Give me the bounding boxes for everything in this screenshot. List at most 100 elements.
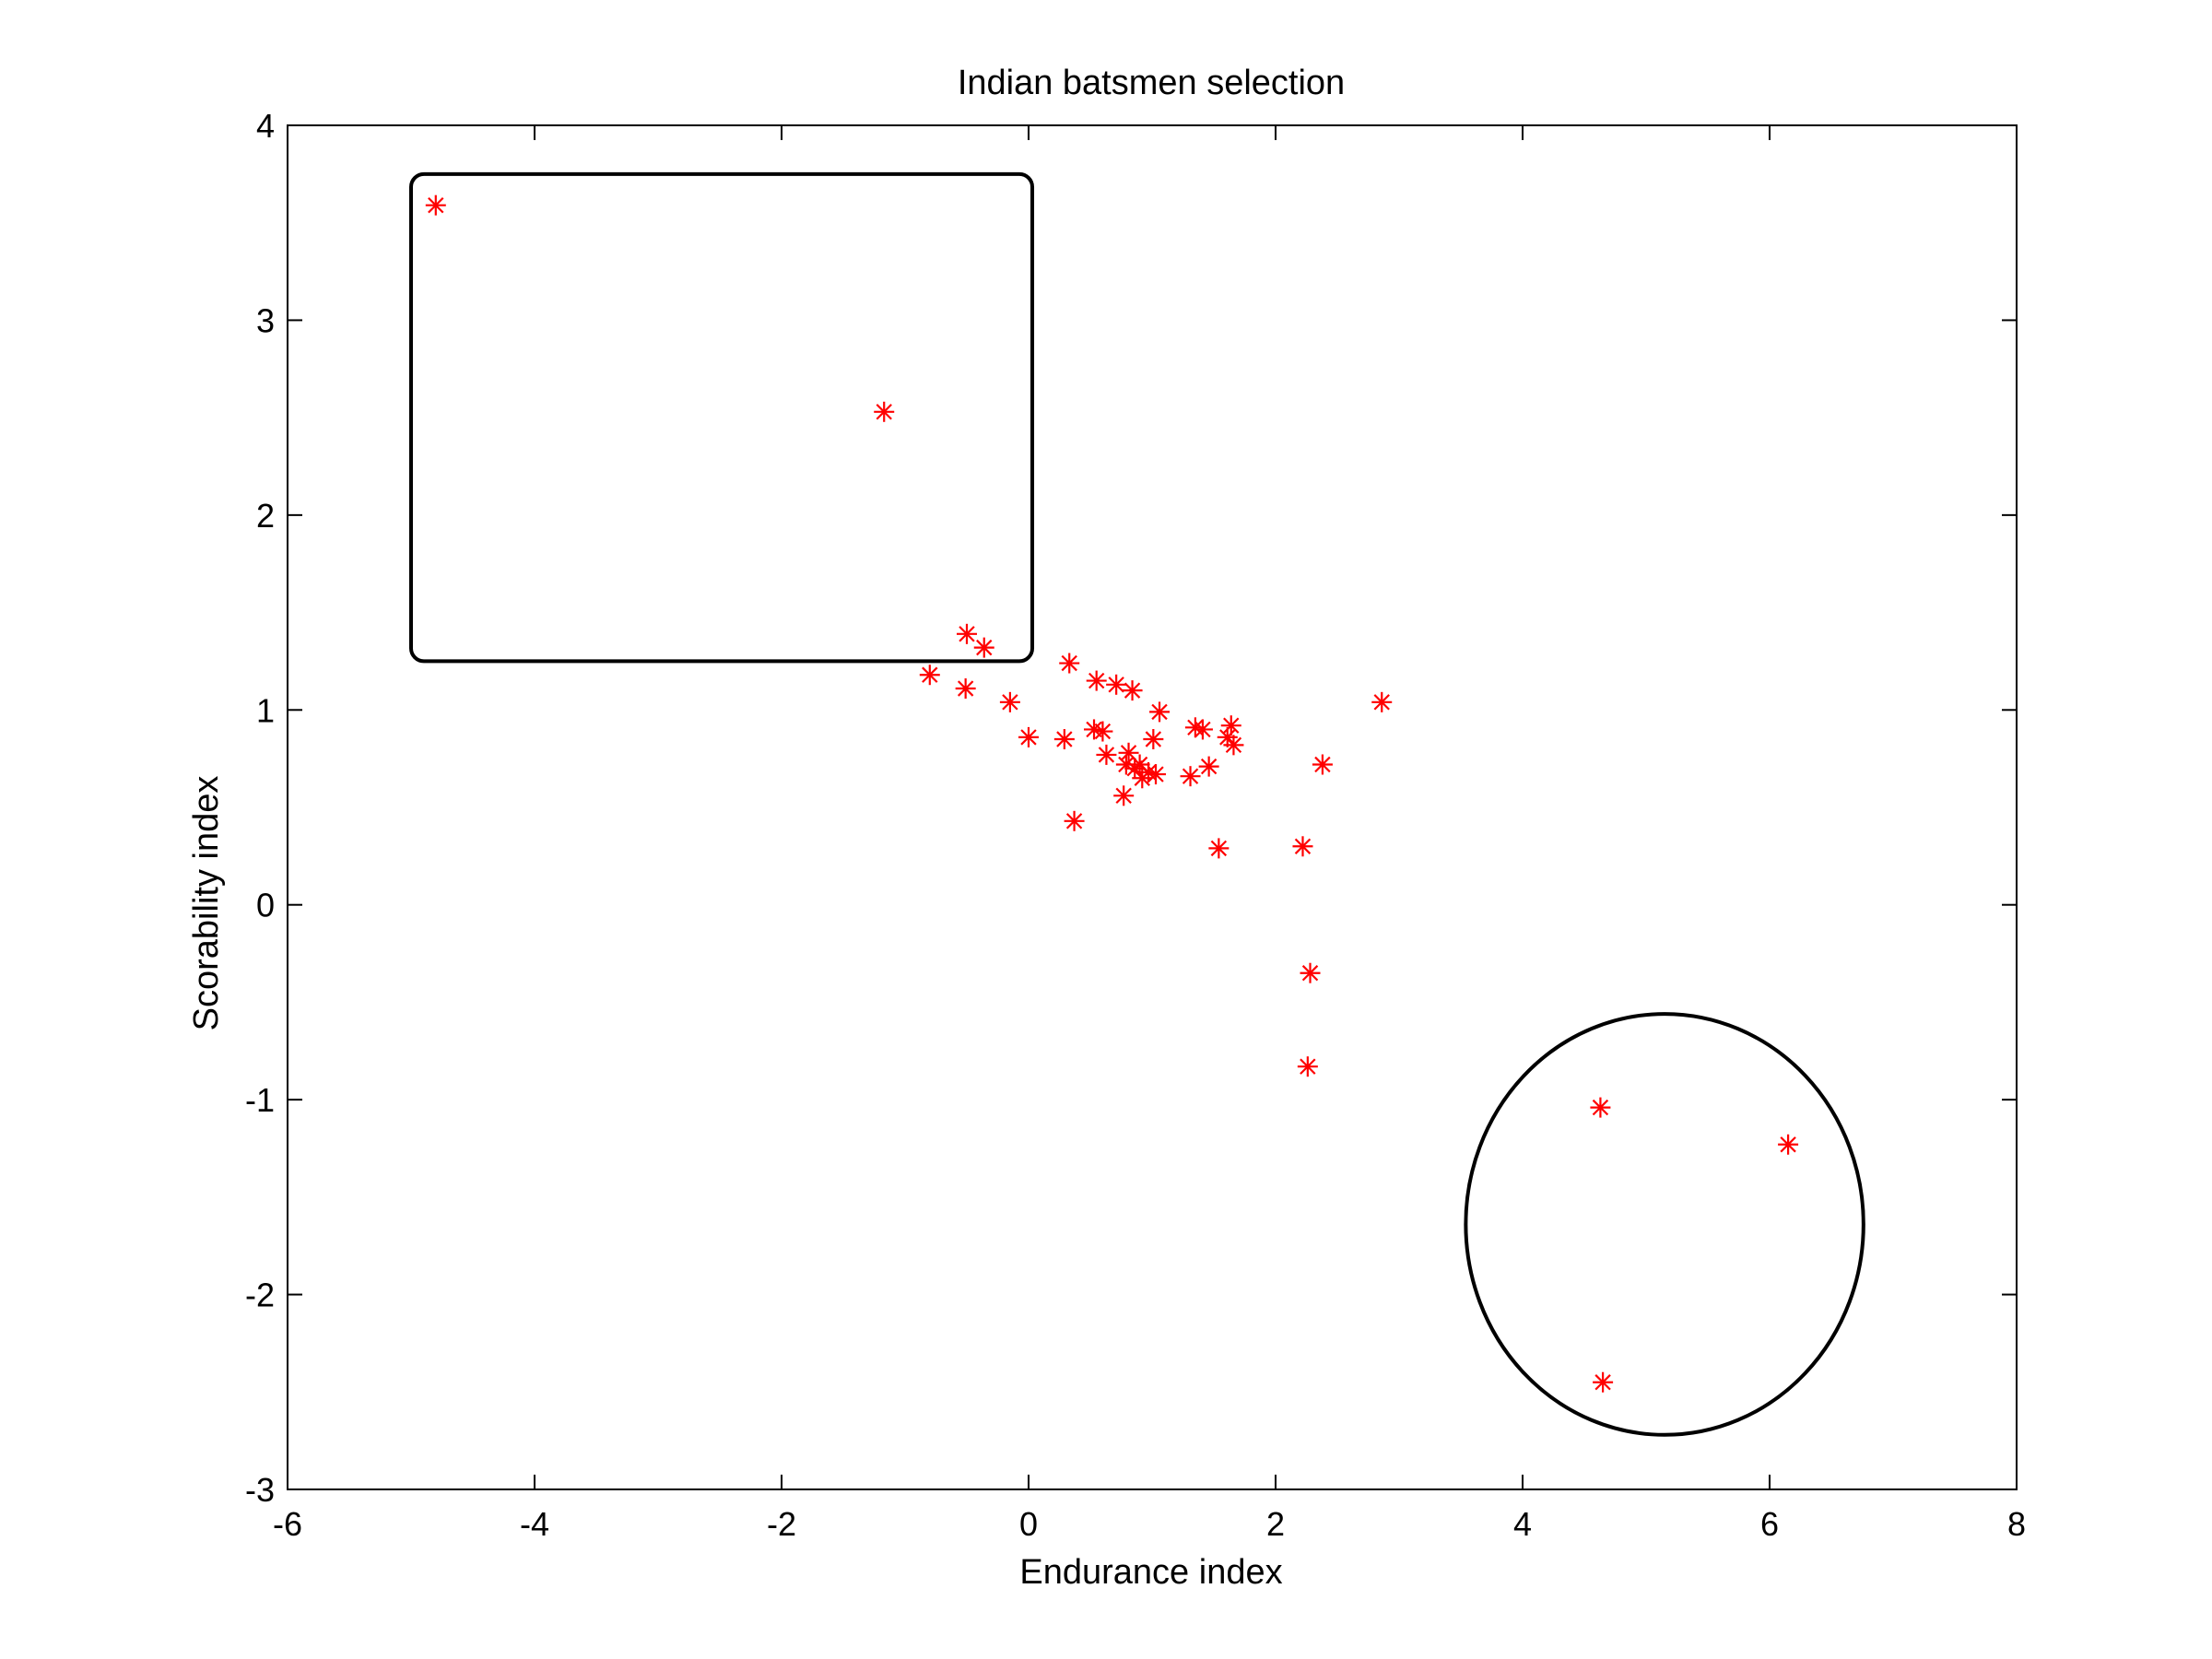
asterisk-stroke (1373, 694, 1390, 711)
asterisk-stroke (1086, 721, 1102, 738)
data-point (1096, 744, 1117, 765)
asterisk-stroke (1219, 729, 1236, 746)
y-tick-label: -3 (245, 1471, 275, 1509)
data-point (1220, 715, 1241, 736)
data-point (1297, 1056, 1318, 1077)
asterisk-stroke (1131, 756, 1148, 773)
data-point (955, 678, 976, 700)
asterisk-stroke (1124, 682, 1141, 699)
x-tick-label: 8 (2007, 1505, 2026, 1543)
x-tick-label: -2 (767, 1505, 796, 1543)
y-tick-label: 1 (256, 691, 275, 729)
data-point (1064, 810, 1085, 831)
asterisk-stroke (1020, 729, 1037, 746)
asterisk-stroke (1056, 731, 1073, 747)
asterisk-stroke (1314, 756, 1331, 773)
data-point (1778, 1134, 1799, 1155)
data-point (1143, 729, 1164, 749)
highlight-rectangle (409, 171, 1035, 664)
data-point (1593, 1371, 1614, 1393)
highlight-circle (1464, 1012, 1865, 1437)
asterisk-stroke (922, 666, 938, 683)
data-point (1208, 838, 1230, 859)
data-point (1118, 742, 1139, 763)
data-point (1113, 785, 1135, 806)
data-point (1149, 701, 1171, 723)
data-point (1086, 670, 1107, 691)
asterisk-stroke (1145, 731, 1162, 747)
data-point (1106, 674, 1127, 695)
asterisk-stroke (1300, 1058, 1316, 1075)
data-point (999, 691, 1020, 712)
asterisk-stroke (1115, 787, 1132, 805)
data-point (425, 194, 446, 216)
asterisk-stroke (1065, 813, 1083, 830)
data-point (957, 623, 977, 644)
data-point (973, 637, 994, 658)
y-tick-label: -1 (245, 1081, 275, 1119)
asterisk-stroke (1301, 965, 1319, 982)
asterisk-stroke (1592, 1099, 1609, 1116)
plot-area: -6 -4 -2 0 2 4 6 8 -3 -2 -1 0 1 2 3 4 (245, 107, 2026, 1543)
data-point (1146, 764, 1167, 785)
asterisk-stroke (957, 680, 974, 697)
data-point (1371, 691, 1393, 712)
asterisk-stroke (1108, 677, 1124, 693)
y-tick-label: 2 (256, 497, 275, 535)
data-point (1223, 735, 1244, 756)
data-point (1198, 756, 1219, 777)
data-point (874, 401, 895, 422)
asterisk-stroke (1223, 717, 1240, 734)
data-point (1300, 962, 1321, 983)
asterisk-stroke (876, 404, 892, 420)
x-axis-label: Endurance index (1019, 1553, 1282, 1592)
asterisk-stroke (1147, 766, 1164, 782)
data-point (1312, 754, 1333, 775)
asterisk-stroke (1182, 768, 1199, 784)
data-point (1122, 680, 1143, 701)
y-tick-label: -2 (245, 1277, 275, 1314)
data-point (1590, 1097, 1611, 1118)
x-tick-label: 2 (1266, 1505, 1285, 1543)
asterisk-stroke (1194, 721, 1211, 738)
asterisk-stroke (1120, 745, 1137, 761)
x-tick-label: -4 (520, 1505, 549, 1543)
data-point (1180, 766, 1201, 787)
y-tick-label: 0 (256, 887, 275, 924)
asterisk-stroke (1780, 1136, 1796, 1153)
data-point (1292, 836, 1313, 857)
asterisk-stroke (428, 196, 444, 214)
data-point (1053, 729, 1075, 749)
y-axis-label: Scorability index (187, 776, 226, 1031)
axes-box (287, 124, 2018, 1490)
asterisk-stroke (1151, 703, 1168, 721)
data-point (1059, 653, 1080, 674)
y-tick-label: 4 (256, 107, 275, 145)
x-tick-label: 4 (1513, 1505, 1532, 1543)
asterisk-stroke (1225, 736, 1242, 754)
chart-title: Indian batsmen selection (958, 64, 1345, 102)
x-tick-label: 0 (1019, 1505, 1038, 1543)
asterisk-stroke (1200, 758, 1218, 775)
y-tick-label: 3 (256, 301, 275, 339)
asterisk-stroke (976, 639, 993, 656)
asterisk-stroke (1061, 654, 1077, 672)
asterisk-stroke (1094, 723, 1112, 740)
data-point (919, 665, 940, 686)
data-point (1018, 726, 1039, 747)
asterisk-stroke (1002, 694, 1018, 711)
asterisk-stroke (959, 626, 975, 642)
data-point (1192, 719, 1213, 740)
asterisk-stroke (1187, 719, 1204, 736)
asterisk-stroke (1594, 1374, 1611, 1391)
asterisk-stroke (1098, 747, 1115, 763)
data-point (1092, 721, 1113, 742)
asterisk-stroke (1294, 838, 1312, 854)
x-tick-label: -6 (273, 1505, 302, 1543)
x-tick-label: 6 (1760, 1505, 1779, 1543)
asterisk-stroke (1210, 840, 1228, 857)
asterisk-stroke (1140, 764, 1157, 781)
asterisk-stroke (1118, 756, 1135, 773)
